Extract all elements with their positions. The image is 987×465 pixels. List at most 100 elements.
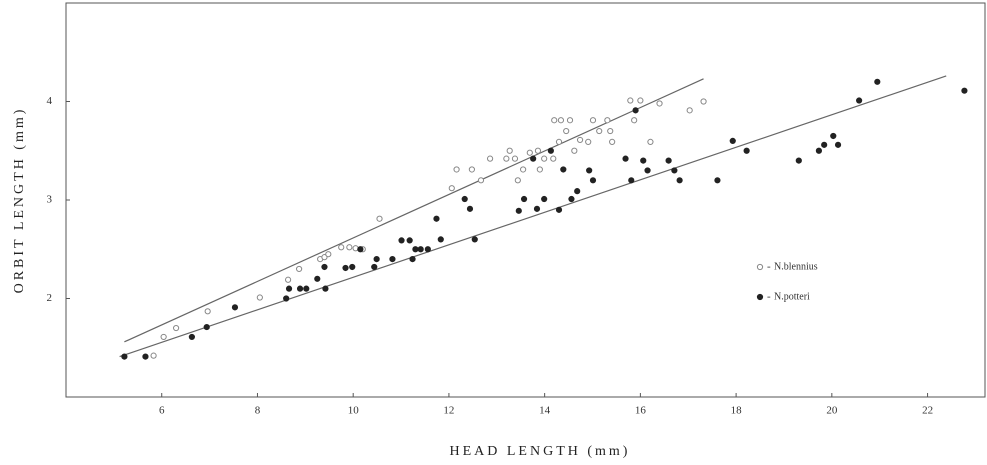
data-point [203,323,210,331]
data-point [568,195,575,203]
data-point [486,155,494,162]
data-point [563,127,570,135]
data-point [743,147,750,154]
x-tick-label: 20 [826,405,838,417]
x-tick-label: 16 [635,405,647,417]
data-point [647,138,654,145]
data-point [627,97,634,104]
legend-label: N.potteri [774,291,810,302]
data-point [357,246,364,253]
data-point [321,263,328,271]
data-point [795,157,802,164]
data-point [536,166,543,173]
data-point [511,155,519,162]
data-point [589,177,597,184]
x-tick-label: 22 [922,405,933,417]
data-point [142,353,149,360]
x-tick-label: 8 [255,405,261,417]
data-point [596,127,603,135]
x-tick-label: 18 [731,405,743,417]
fit-line [124,78,704,343]
data-point [325,251,332,258]
y-tick-label: 2 [47,292,53,304]
data-point [671,167,678,174]
data-point [555,206,563,213]
x-tick-label: 14 [539,405,551,417]
data-point [471,236,478,243]
data-point [285,285,293,292]
data-point [856,97,863,104]
data-point [283,295,290,302]
fit-line [119,75,947,358]
legend-marker [756,293,764,301]
data-point [729,137,736,144]
data-point [503,155,510,162]
data-point [150,352,157,359]
data-point [547,147,554,154]
data-point [551,117,558,124]
x-tick-label: 12 [443,405,454,417]
data-point [574,188,581,195]
data-point [461,195,468,203]
data-point [296,265,303,273]
data-point [557,117,565,124]
data-point [656,100,663,107]
data-point [526,149,533,156]
data-point [424,246,431,253]
data-point [376,215,383,222]
data-point [560,166,567,173]
data-point [700,98,707,105]
data-point [520,195,528,203]
data-point [477,177,485,184]
data-point [303,285,310,292]
data-point [815,147,823,154]
x-tick-label: 6 [159,405,165,417]
data-point [406,237,413,244]
data-point [231,304,239,311]
data-point [714,177,721,184]
data-point [541,155,548,162]
data-point [541,195,548,203]
x-tick-label: 10 [348,405,360,417]
y-axis-title: ORBIT LENGTH (mm) [12,107,27,294]
data-point [466,205,474,212]
data-point [555,138,563,145]
data-point [576,136,584,144]
data-point [622,155,629,162]
data-point [373,256,380,263]
data-point [448,185,455,192]
data-point [821,141,828,148]
data-point [389,256,396,263]
y-tick-label: 4 [47,95,53,107]
data-point [296,285,304,292]
data-point [371,263,378,271]
data-point [322,285,329,292]
data-point [433,215,440,222]
data-point [631,117,638,124]
data-point [628,177,635,184]
legend-dash: - [767,291,771,303]
data-point [589,117,597,124]
data-point [632,107,639,114]
data-point [342,264,349,272]
data-point [665,157,672,164]
data-point [398,237,405,244]
legend-dash: - [767,261,771,273]
data-point [609,138,616,145]
data-point [533,205,541,212]
data-point [830,132,837,140]
data-point [834,141,842,148]
data-point [637,97,644,104]
data-point [514,177,521,184]
data-point [585,138,592,145]
data-point [534,147,542,154]
data-point [686,107,693,114]
data-point [349,263,356,271]
data-point [550,155,557,162]
data-point [453,166,460,173]
data-point [874,78,881,85]
data-point [204,308,211,315]
data-point [520,166,527,173]
data-point [172,324,180,332]
